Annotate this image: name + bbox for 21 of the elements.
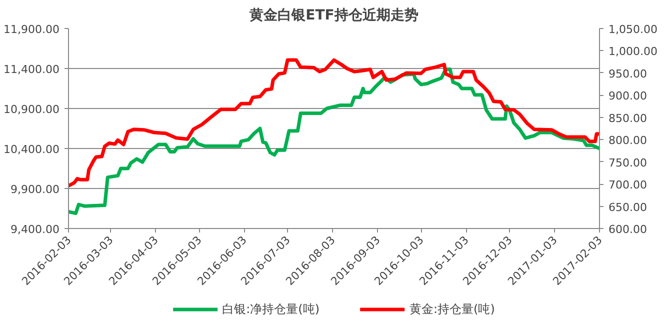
y-tick-label: 10,400.00 [4, 143, 60, 156]
y2-tick-label: 800.00 [608, 134, 647, 148]
y2-tick-label: 950.00 [608, 67, 647, 80]
y2-tick-label: 900.00 [608, 90, 647, 103]
y2-tick-label: 600.00 [608, 223, 647, 236]
y-tick-label: 9,400.00 [10, 223, 60, 236]
y2-tick-label: 700.00 [608, 178, 647, 192]
y-tick-label: 11,900.00 [4, 23, 60, 36]
legend-label: 黄金:持仓量(吨) [410, 300, 495, 318]
y-tick-label: 11,400.00 [4, 63, 60, 76]
y2-tick-label: 650.00 [608, 200, 647, 214]
y-tick-label: 9,900.00 [10, 183, 60, 196]
y-tick-label: 10,900.00 [4, 103, 60, 116]
line-series [68, 68, 600, 216]
y2-tick-label: 850.00 [608, 112, 647, 125]
y2-tick-label: 1,050.00 [608, 23, 658, 36]
chart-title: 黄金白银ETF持仓近期走势 [248, 6, 418, 24]
y2-tick-label: 1,000.00 [608, 45, 658, 58]
legend-label: 白银:净持仓量(吨) [222, 300, 320, 318]
line-series [68, 58, 600, 188]
y2-tick-label: 750.00 [608, 156, 647, 170]
